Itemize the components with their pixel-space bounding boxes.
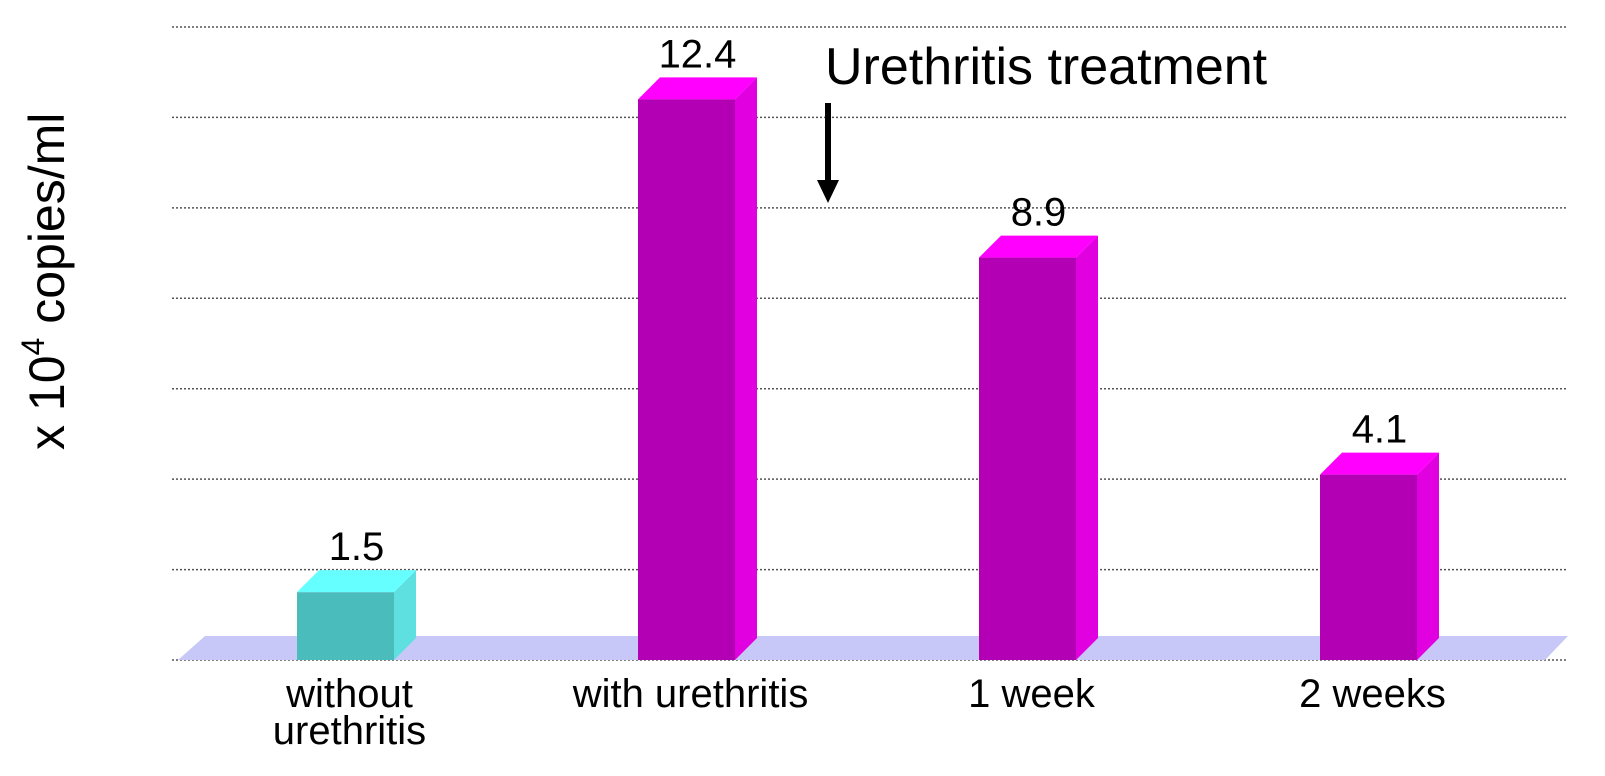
bars: 1.5 12.4 8.9 4.1 xyxy=(297,32,1439,661)
value-label: 8.9 xyxy=(1011,191,1067,235)
bar-side xyxy=(394,570,416,660)
bar-top xyxy=(297,570,416,593)
bar-top xyxy=(979,235,1098,258)
bar xyxy=(1320,474,1417,660)
x-tick-label: with urethritis xyxy=(572,672,809,716)
y-label-sup: 4 xyxy=(15,338,51,356)
value-label: 1.5 xyxy=(329,525,385,569)
grid xyxy=(172,26,1568,661)
bar xyxy=(979,257,1076,660)
value-label: 12.4 xyxy=(659,32,737,76)
y-label-part: x 10 xyxy=(19,355,75,450)
x-tick-label: 2 weeks xyxy=(1299,672,1446,716)
x-tick-label: 1 week xyxy=(968,672,1095,716)
annotation: Urethritis treatment xyxy=(825,38,1268,96)
bar-side xyxy=(735,77,757,661)
bar xyxy=(297,592,394,660)
floor xyxy=(178,636,1568,660)
bar xyxy=(638,99,735,661)
bar-top xyxy=(638,77,757,100)
y-label-part: copies/ml xyxy=(19,113,75,338)
y-axis-label: x 104 copies/ml xyxy=(15,113,75,450)
bar-top xyxy=(1320,452,1439,475)
bar-side xyxy=(1417,452,1439,660)
x-tick-label: without urethritis xyxy=(272,672,427,753)
arrow-head xyxy=(817,180,839,203)
bar-side xyxy=(1076,235,1098,661)
value-label: 4.1 xyxy=(1352,408,1408,452)
